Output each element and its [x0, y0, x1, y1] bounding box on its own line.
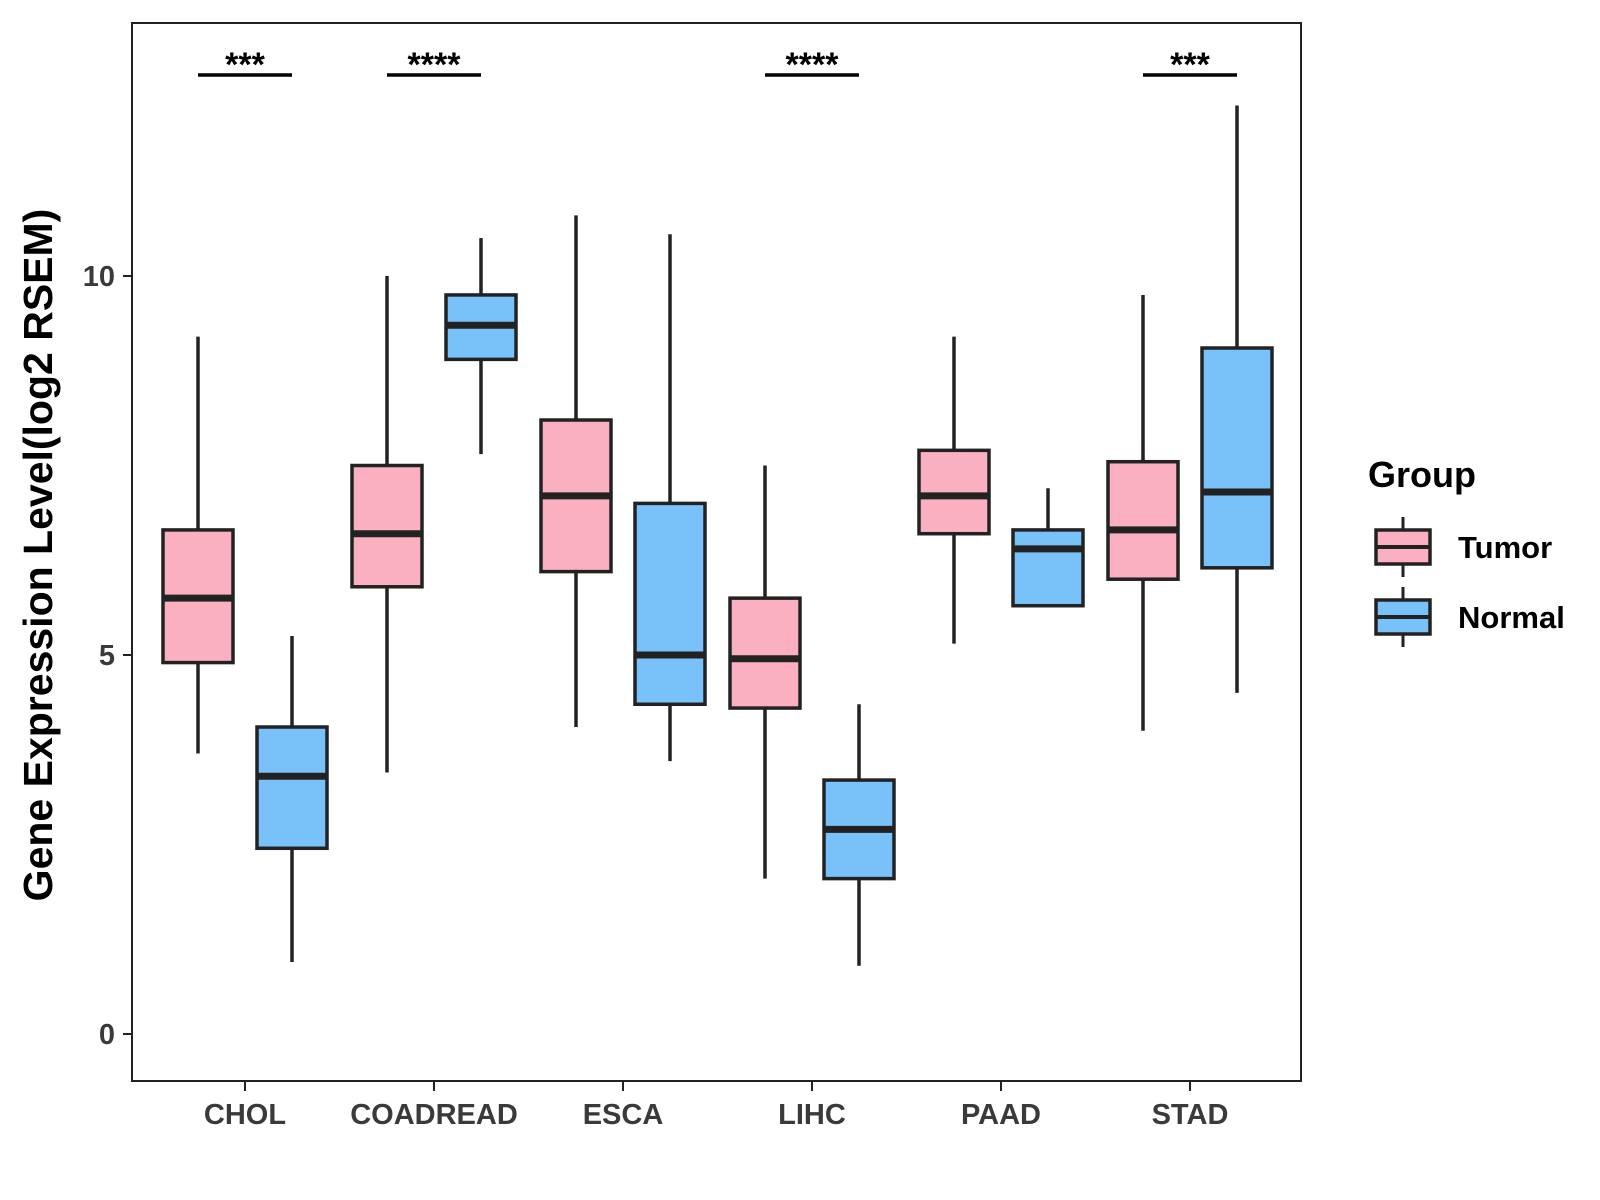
y-tick-label: 10 [83, 261, 115, 293]
box-tumor-stad [1106, 294, 1180, 731]
box-tumor-chol [161, 336, 235, 754]
box-normal-paad [1011, 488, 1085, 608]
plot-panel [131, 22, 1302, 1082]
legend-item-tumor: Tumor [1374, 517, 1552, 577]
iqr-box [1011, 528, 1085, 608]
legend-item-normal: Normal [1374, 587, 1565, 647]
y-tick-label: 0 [99, 1019, 115, 1051]
box-tumor-esca [539, 215, 613, 728]
iqr-box [633, 501, 707, 707]
x-tick-label: STAD [1152, 1099, 1229, 1131]
significance-label: *** [1170, 46, 1210, 84]
iqr-box [917, 448, 991, 536]
legend-label: Tumor [1458, 530, 1552, 565]
significance-label: **** [786, 46, 840, 84]
box-tumor-lihc [728, 465, 802, 879]
box-tumor-paad [917, 336, 991, 644]
x-tick-label: CHOL [204, 1099, 286, 1131]
box-normal-chol [255, 636, 329, 962]
box-tumor-coadread [350, 276, 424, 773]
iqr-box [350, 463, 424, 589]
iqr-box [1106, 459, 1180, 581]
x-tick-label: ESCA [583, 1099, 664, 1131]
legend-title: Group [1368, 454, 1476, 495]
y-axis-title: Gene Expression Level(log2 RSEM) [15, 209, 61, 902]
iqr-box [1200, 346, 1274, 570]
legend: Group Tumor Normal [1368, 454, 1565, 647]
x-tick-label: COADREAD [350, 1099, 518, 1131]
significance-label: *** [225, 46, 265, 84]
box-normal-coadread [444, 238, 518, 455]
box-normal-esca [633, 234, 707, 762]
y-tick-label: 5 [99, 640, 115, 672]
box-normal-stad [1200, 105, 1274, 693]
significance-annotations: *** **** **** *** [198, 46, 1237, 84]
legend-label: Normal [1458, 600, 1565, 635]
significance-label: **** [408, 46, 462, 84]
box-normal-lihc [822, 704, 896, 966]
x-tick-label: LIHC [778, 1099, 846, 1131]
boxes [161, 105, 1274, 966]
y-axis: 0 5 10 [83, 261, 132, 1051]
x-axis: CHOL COADREAD ESCA LIHC PAAD STAD [204, 1081, 1228, 1131]
iqr-box [255, 725, 329, 851]
iqr-box [728, 596, 802, 710]
x-tick-label: PAAD [961, 1099, 1041, 1131]
